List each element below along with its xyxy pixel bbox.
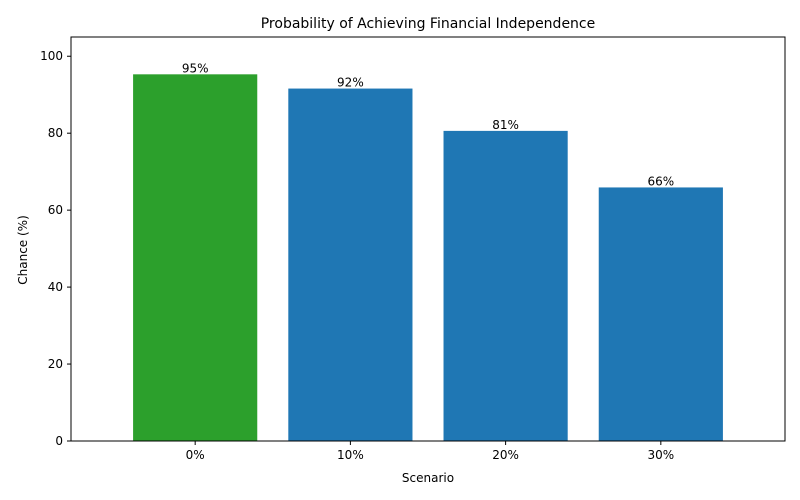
data-label-0: 95% [182,61,209,75]
x-tick-label-1: 10% [337,448,364,462]
x-tick-label-2: 20% [492,448,519,462]
y-tick-label-0: 0 [55,434,63,448]
bar-0 [133,74,258,442]
data-label-1: 92% [337,76,364,90]
x-tick-label-3: 30% [647,448,674,462]
y-tick-label-3: 60 [48,203,63,217]
bars-group [133,74,723,442]
data-label-2: 81% [492,118,519,132]
x-axis-label: Scenario [402,471,454,485]
y-tick-label-4: 80 [48,126,63,140]
x-axis: 0% 10% 20% 30% [186,441,674,462]
y-tick-label-5: 100 [40,49,63,63]
y-axis-label: Chance (%) [16,215,30,285]
plot-frame [70,36,786,442]
bar-2 [443,130,568,442]
y-axis: 0 20 40 60 80 100 [40,49,71,448]
x-tick-label-0: 0% [186,448,205,462]
chart-title: Probability of Achieving Financial Indep… [261,16,596,32]
y-tick-label-2: 40 [48,280,63,294]
bar-3 [598,187,723,441]
bar-1 [288,88,413,441]
data-label-3: 66% [647,174,674,188]
data-labels-group: 95% 92% 81% 66% [182,61,674,188]
y-tick-label-1: 20 [48,357,63,371]
